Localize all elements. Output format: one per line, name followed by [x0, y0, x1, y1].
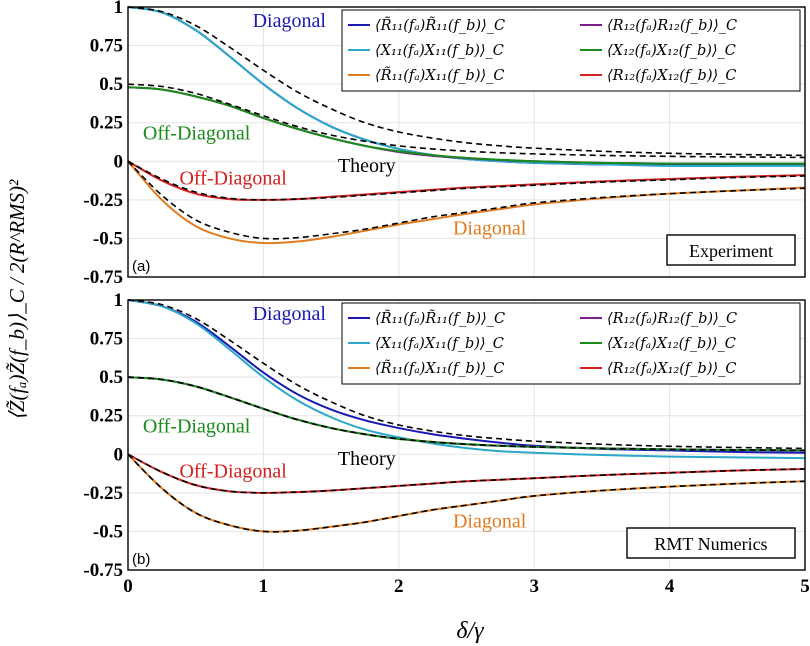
theory-line-4 [127, 160, 806, 201]
y-tick-label: 1 [114, 0, 124, 18]
annotation-label: Diagonal [253, 10, 327, 32]
y-tick-label: -0.75 [83, 560, 123, 581]
theory-line-1 [127, 6, 806, 157]
box-label: Experiment [689, 241, 773, 261]
legend-entry-label: ⟨X₁₂(fₐ)X₁₂(f_b)⟩_C [607, 336, 736, 352]
y-tick-label: 0 [114, 444, 124, 465]
x-tick-label: 3 [529, 576, 539, 597]
y-tick-label: 0.5 [99, 367, 123, 388]
x-tick-label: 1 [259, 576, 269, 597]
plot-frame [127, 299, 806, 571]
box-label-frame [666, 234, 796, 266]
annotation-label: Off-Diagonal [179, 460, 287, 482]
legend-entry-label: ⟨R̃₁₁(fₐ)R̃₁₁(f_b)⟩_C [375, 309, 505, 327]
series-line-3 [127, 160, 806, 245]
y-tick-label: -0.75 [83, 267, 123, 288]
annotation-label: Theory [338, 448, 396, 470]
legend-entry-label: ⟨R̃₁₁(fₐ)X₁₁(f_b)⟩_C [375, 359, 505, 377]
series-line-5 [127, 86, 805, 165]
theory-line-2 [127, 376, 806, 452]
x-tick-label: 4 [665, 576, 675, 597]
y-tick-label: 0.25 [90, 113, 123, 134]
box-label: RMT Numerics [654, 534, 767, 554]
legend: ⟨R̃₁₁(fₐ)R̃₁₁(f_b)⟩_C ⟨X₁₁(fₐ)X₁₁(f_b)⟩_C… [341, 9, 801, 92]
y-tick-label: -0.5 [93, 521, 123, 542]
y-tick-label: 0.75 [90, 329, 123, 350]
annotation-label: Off-Diagonal [143, 123, 251, 145]
y-tick-label: 0.5 [99, 74, 123, 95]
annotation-label: Off-Diagonal [179, 167, 287, 189]
legend-entry-label: ⟨R₁₂(fₐ)X₁₂(f_b)⟩_C [607, 361, 737, 377]
y-tick-label: 0.25 [90, 406, 123, 427]
x-axis-label: δ/γ [456, 618, 484, 644]
series-line-2 [127, 299, 806, 460]
box-label-frame [626, 527, 796, 559]
theory-line-2 [127, 83, 806, 159]
y-tick-label: -0.5 [93, 228, 123, 249]
y-tick-label: -0.25 [83, 190, 123, 211]
annotation-label: Diagonal [253, 303, 327, 325]
panel-label: (a) [132, 258, 150, 275]
legend-entry-label: ⟨X₁₂(fₐ)X₁₂(f_b)⟩_C [607, 43, 736, 59]
annotation-label: Diagonal [453, 218, 527, 240]
theory-line-3 [127, 160, 806, 240]
plot-frame [127, 6, 806, 278]
annotation-label: Diagonal [453, 511, 527, 533]
legend-entry-label: ⟨R₁₂(fₐ)R₁₂(f_b)⟩_C [607, 18, 737, 34]
theory-line-1 [127, 299, 806, 450]
shared-y-label: ⟨Z̃(fₐ)Z̃(f_b)⟩_C / 2(R^RMS)² [5, 179, 29, 420]
legend-entry-label: ⟨X₁₁(fₐ)X₁₁(f_b)⟩_C [375, 43, 504, 59]
legend-entry-label: ⟨R̃₁₁(fₐ)R̃₁₁(f_b)⟩_C [375, 16, 505, 34]
y-tick-label: 0 [114, 151, 124, 172]
annotation-label: Off-Diagonal [143, 416, 251, 438]
theory-line-4 [127, 453, 806, 494]
x-tick-label: 5 [800, 576, 810, 597]
y-tick-label: 0.75 [90, 36, 123, 57]
legend-box [341, 302, 801, 385]
series-line-2 [127, 6, 805, 168]
legend-box [341, 9, 801, 92]
y-tick-label: 1 [114, 290, 124, 311]
theory-line-3 [127, 453, 806, 533]
panel-a: 1 0.75 0.5 0.25 0 -0.25 -0.5 -0.75 Diagonal Off-D… [83, 0, 806, 288]
panel-b: 10.750.50.250-0.25-0.5-0.750 1 2 3 4 5Diagona… [83, 290, 809, 597]
x-tick-label: 0 [123, 576, 133, 597]
legend-entry-label: ⟨X₁₁(fₐ)X₁₁(f_b)⟩_C [375, 336, 504, 352]
annotation-label: Theory [338, 155, 396, 177]
legend: ⟨R̃₁₁(fₐ)R̃₁₁(f_b)⟩_C ⟨X₁₁(fₐ)X₁₁(f_b)⟩_C… [341, 302, 801, 385]
legend-entry-label: ⟨R₁₂(fₐ)R₁₂(f_b)⟩_C [607, 311, 737, 327]
panel-label: (b) [132, 551, 150, 568]
y-tick-label: -0.25 [83, 483, 123, 504]
legend-entry-label: ⟨R̃₁₁(fₐ)X₁₁(f_b)⟩_C [375, 66, 505, 84]
x-tick-label: 2 [394, 576, 404, 597]
legend-entry-label: ⟨R₁₂(fₐ)X₁₂(f_b)⟩_C [607, 68, 737, 84]
